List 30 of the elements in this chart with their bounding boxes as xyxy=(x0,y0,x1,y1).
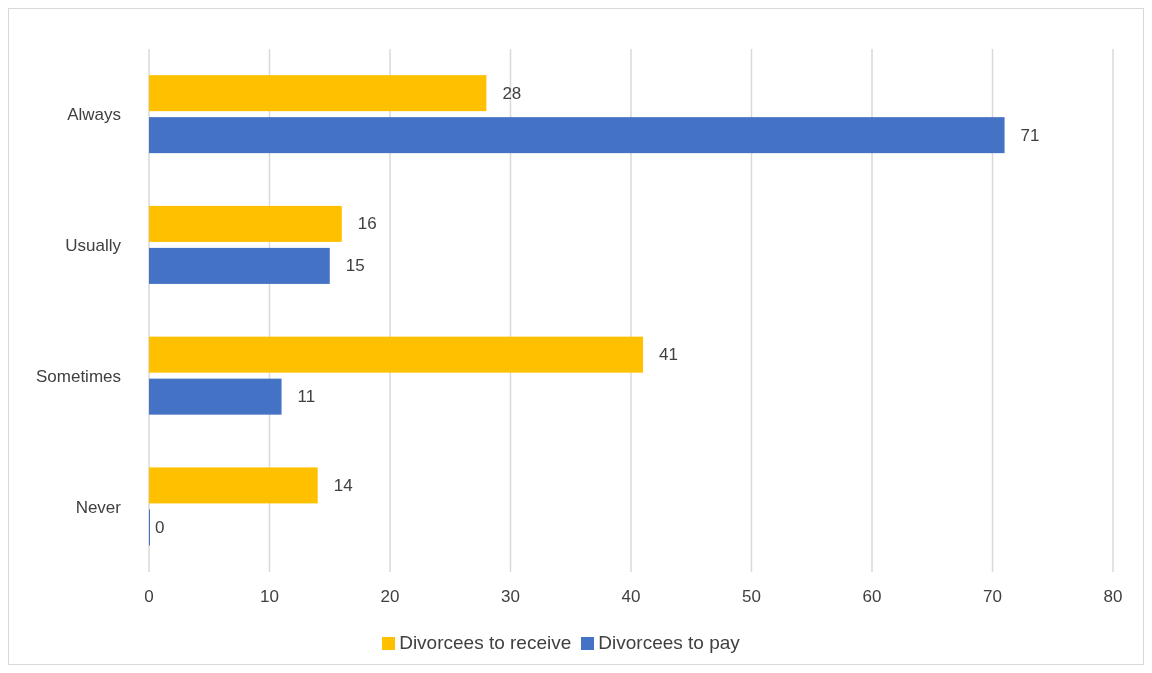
x-tick-label: 70 xyxy=(983,587,1002,607)
x-tick-label: 10 xyxy=(260,587,279,607)
data-label: 71 xyxy=(1020,125,1040,145)
x-tick-label: 80 xyxy=(1103,587,1123,607)
y-tick-label: Always xyxy=(67,105,121,125)
legend-label: Divorcees to receive xyxy=(399,632,572,653)
data-label: 15 xyxy=(345,256,365,276)
x-tick-label: 0 xyxy=(144,587,154,607)
bar xyxy=(149,117,1005,154)
bar xyxy=(149,467,318,504)
data-label: 11 xyxy=(297,387,316,407)
data-label: 14 xyxy=(333,475,353,495)
y-tick-label: Sometimes xyxy=(35,366,121,386)
bar xyxy=(149,247,330,284)
data-label: 28 xyxy=(502,83,522,103)
y-tick-label: Never xyxy=(75,497,122,517)
data-label: 0 xyxy=(155,517,165,537)
x-tick-label: 30 xyxy=(501,587,520,607)
data-label: 16 xyxy=(357,214,377,234)
bar xyxy=(149,378,282,415)
x-tick-label: 60 xyxy=(862,587,882,607)
x-tick-label: 50 xyxy=(742,587,761,607)
y-tick-label: Usually xyxy=(65,236,122,256)
data-label: 41 xyxy=(659,345,678,365)
bar xyxy=(149,336,644,373)
x-tick-label: 20 xyxy=(380,587,400,607)
bar xyxy=(149,75,487,112)
bar xyxy=(149,205,342,242)
x-tick-label: 40 xyxy=(621,587,641,607)
legend-label: Divorcees to pay xyxy=(598,632,740,653)
